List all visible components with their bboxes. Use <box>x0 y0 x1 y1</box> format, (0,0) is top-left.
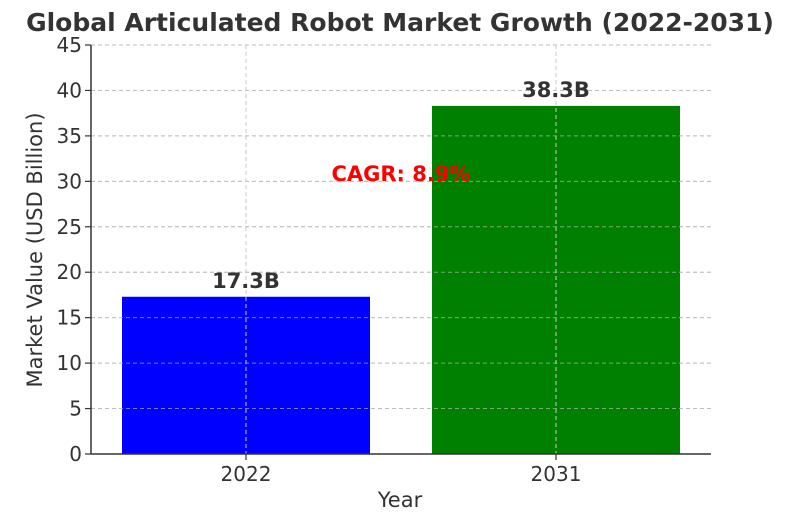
x-tick-label: 2022 <box>221 462 272 486</box>
axes <box>90 45 711 455</box>
y-tick-label: 0 <box>69 442 82 466</box>
y-tick-label: 5 <box>69 397 82 421</box>
y-tick-label: 15 <box>57 306 82 330</box>
y-axis-ticks: 0 5 10 15 20 25 30 35 40 45 <box>57 33 91 466</box>
y-tick-label: 45 <box>57 33 82 57</box>
y-tick-label: 30 <box>57 169 82 193</box>
bar-value-label: 17.3B <box>212 269 280 293</box>
cagr-annotation: CAGR: 8.9% <box>331 162 470 186</box>
y-tick-label: 20 <box>57 260 82 284</box>
x-axis-ticks: 2022 2031 <box>221 454 582 486</box>
y-axis-label: Market Value (USD Billion) <box>23 112 47 387</box>
bar-value-label: 38.3B <box>522 78 590 102</box>
y-tick-label: 40 <box>57 78 82 102</box>
x-tick-label: 2031 <box>531 462 582 486</box>
bars <box>91 44 711 454</box>
y-tick-label: 25 <box>57 215 82 239</box>
chart-title: Global Articulated Robot Market Growth (… <box>26 8 774 37</box>
y-tick-label: 10 <box>57 351 82 375</box>
bar-value-labels: 17.3B 38.3B <box>212 78 590 293</box>
y-tick-label: 35 <box>57 124 82 148</box>
x-axis-label: Year <box>377 488 423 512</box>
